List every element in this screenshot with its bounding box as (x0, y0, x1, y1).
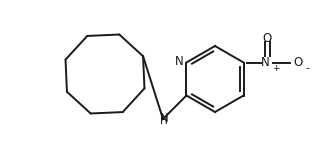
Text: N: N (160, 112, 168, 125)
Text: H: H (160, 116, 168, 126)
Text: N: N (175, 55, 183, 68)
Text: -: - (306, 64, 310, 74)
Text: O: O (293, 56, 302, 69)
Text: +: + (272, 64, 279, 73)
Text: N: N (261, 56, 270, 69)
Text: O: O (262, 31, 271, 45)
